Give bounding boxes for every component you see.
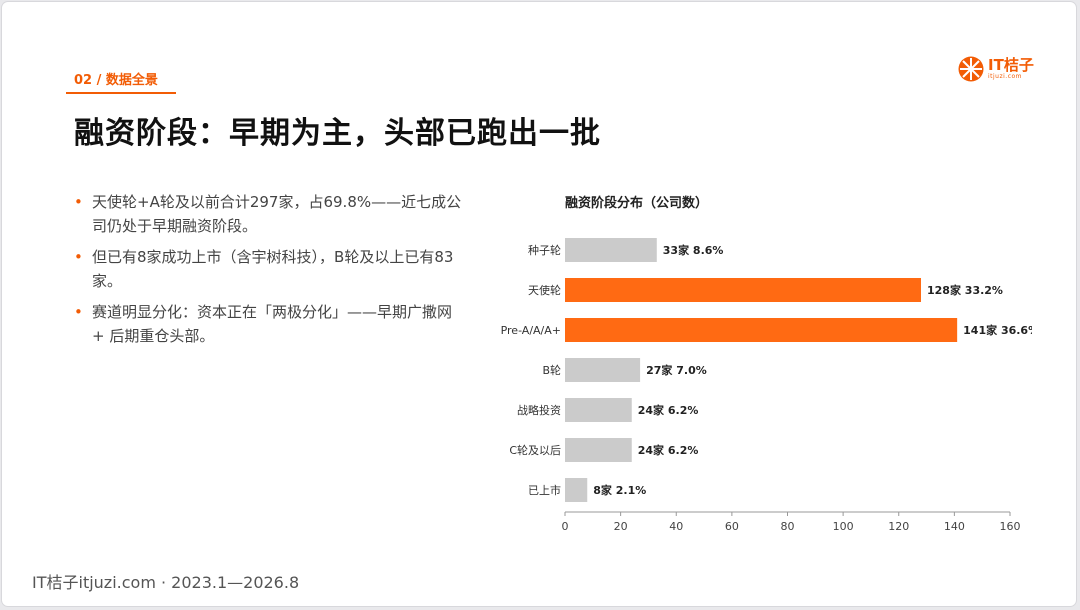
x-tick-label: 40: [669, 520, 683, 532]
bar: [565, 238, 657, 262]
bar-chart: 种子轮 33家 8.6% 天使轮 128家 33.2% Pre-A/A/A+ 141家 3…: [501, 238, 1032, 532]
data-label: 33家 8.6%: [663, 243, 724, 257]
logo-name: IT桔子: [988, 56, 1034, 74]
bar: [565, 278, 921, 302]
x-tick-label: 20: [614, 520, 628, 532]
bullet-item: • 天使轮+A轮及以前合计297家，占69.8%——近七成公司仍处于早期融资阶段。: [74, 190, 464, 238]
bullet-text: 但已有8家成功上市（含宇树科技），B轮及以上已有83家。: [92, 248, 454, 290]
bullet-text: 天使轮+A轮及以前合计297家，占69.8%——近七成公司仍处于早期融资阶段。: [92, 193, 462, 235]
category-label: 种子轮: [528, 243, 561, 257]
bar: [565, 318, 958, 342]
section-underline: [66, 92, 176, 94]
x-tick-label: 140: [944, 520, 965, 532]
category-label: Pre-A/A/A+: [501, 324, 561, 337]
bullet-dot: •: [74, 303, 83, 321]
data-label: 128家 33.2%: [927, 283, 1003, 297]
logo-url: itjuzi.com: [988, 73, 1023, 80]
bullet-list: • 天使轮+A轮及以前合计297家，占69.8%——近七成公司仍处于早期融资阶段。…: [74, 190, 464, 355]
bar: [565, 478, 588, 502]
x-tick-label: 0: [562, 520, 569, 532]
data-label: 24家 6.2%: [638, 403, 699, 417]
chart-title: 融资阶段分布（公司数）: [565, 196, 709, 211]
category-label: 天使轮: [528, 283, 561, 297]
brand-logo: IT桔子 itjuzi.com: [958, 54, 1034, 84]
section-tag: 02 / 数据全景: [74, 73, 158, 88]
bullet-item: • 赛道明显分化：资本正在「两极分化」——早期广撒网 + 后期重仓头部。: [74, 300, 464, 348]
data-label: 24家 6.2%: [638, 443, 699, 457]
page-title: 融资阶段：早期为主，头部已跑出一批: [74, 116, 601, 151]
category-label: 战略投资: [517, 403, 561, 417]
x-tick-label: 160: [1000, 520, 1021, 532]
bar: [565, 438, 632, 462]
bullet-item: • 但已有8家成功上市（含宇树科技），B轮及以上已有83家。: [74, 245, 464, 293]
bullet-dot: •: [74, 248, 83, 266]
x-tick-label: 60: [725, 520, 739, 532]
data-label: 27家 7.0%: [646, 363, 707, 377]
bullet-text: 赛道明显分化：资本正在「两极分化」——早期广撒网 + 后期重仓头部。: [92, 303, 453, 345]
category-label: 已上市: [528, 483, 561, 497]
footer-source: IT桔子itjuzi.com · 2023.1—2026.8: [32, 573, 300, 592]
x-tick-label: 100: [833, 520, 854, 532]
bar: [565, 398, 632, 422]
bullet-dot: •: [74, 193, 83, 211]
category-label: B轮: [542, 363, 561, 377]
data-label: 8家 2.1%: [593, 483, 646, 497]
category-label: C轮及以后: [509, 443, 561, 457]
bar: [565, 358, 641, 382]
data-label: 141家 36.6%: [963, 323, 1032, 337]
x-tick-label: 120: [888, 520, 909, 532]
orange-slice-icon: [958, 56, 984, 82]
x-tick-label: 80: [781, 520, 795, 532]
